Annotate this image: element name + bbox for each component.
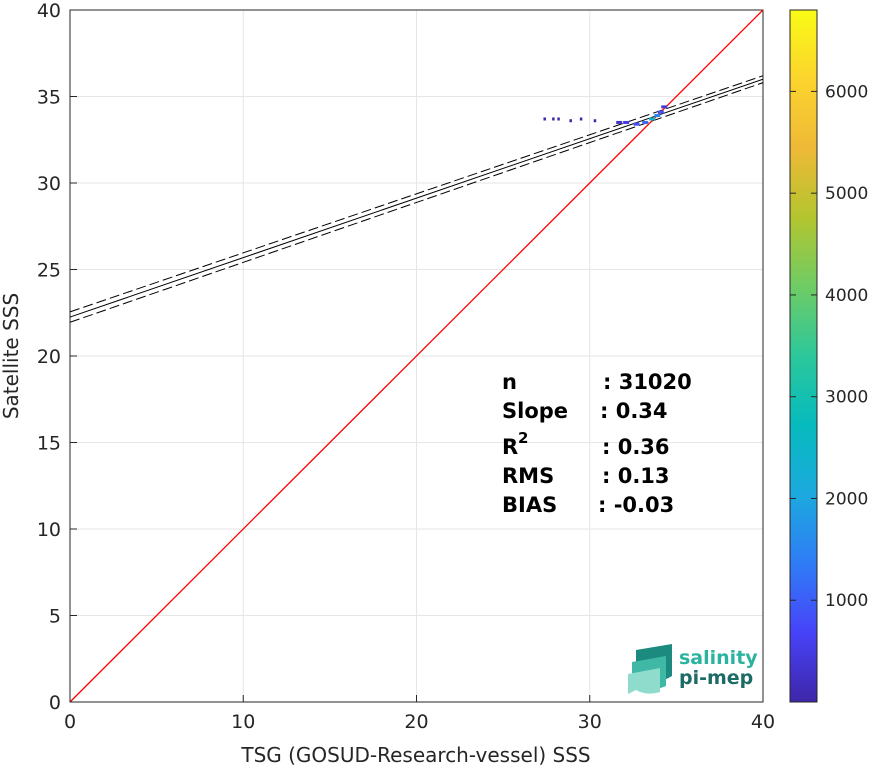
y-tick-label: 30 (37, 173, 61, 195)
stat-bias-value: : -0.03 (598, 493, 674, 517)
density-point (657, 110, 664, 114)
x-tick-label: 20 (404, 711, 428, 733)
statistics-box: n : 31020 Slope : 0.34 R 2 : 0.36 RMS : … (502, 370, 692, 517)
y-ticks: 0 5 10 15 20 25 30 35 40 (37, 0, 77, 714)
density-point (623, 120, 630, 124)
colorbar-gradient (789, 9, 818, 703)
stat-n-value: : 31020 (603, 370, 692, 394)
density-point (579, 117, 583, 121)
y-tick-label: 35 (37, 87, 61, 109)
x-tick-label: 30 (578, 711, 602, 733)
density-point (661, 105, 668, 109)
salinity-pi-mep-logo: salinity pi-mep (628, 644, 758, 694)
y-tick-label: 0 (49, 692, 61, 714)
stat-r2-value: : 0.36 (602, 435, 670, 459)
colorbar-tick-label: 1000 (825, 591, 868, 611)
x-axis-title: TSG (GOSUD-Research-vessel) SSS (240, 743, 590, 767)
logo-text-salinity: salinity (679, 647, 758, 669)
x-ticks: 0 10 20 30 40 (64, 695, 775, 733)
colorbar-tick-label: 2000 (825, 489, 868, 509)
y-tick-label: 25 (37, 260, 61, 282)
density-points (543, 105, 668, 126)
identity-line-segment (69, 9, 764, 703)
colorbar-tick-label: 5000 (825, 184, 868, 204)
colorbar-tick-label: 3000 (825, 388, 868, 408)
y-axis-title: Satellite SSS (0, 293, 23, 419)
y-tick-label: 5 (49, 606, 61, 628)
colorbar-tick-label: 6000 (825, 82, 868, 102)
density-point (593, 119, 597, 123)
density-point (642, 120, 649, 124)
density-point (654, 114, 661, 118)
stat-rms-label: RMS (502, 464, 554, 488)
stat-rms-value: : 0.13 (602, 464, 670, 488)
regression-upper-bound (69, 75, 764, 313)
logo-wave-front (628, 668, 660, 694)
colorbar-tick-label: 4000 (825, 286, 868, 306)
density-point (633, 122, 640, 126)
stat-slope-label: Slope (502, 399, 568, 423)
stat-r2-label: R (502, 435, 518, 459)
density-point (557, 117, 560, 121)
identity-line (69, 9, 764, 703)
y-tick-label: 15 (37, 433, 61, 455)
density-point (649, 117, 656, 121)
y-tick-label: 10 (37, 519, 61, 541)
y-tick-label: 40 (37, 0, 61, 22)
colorbar-ticks: 1000 2000 3000 4000 5000 6000 (790, 82, 868, 611)
stat-slope-value: : 0.34 (600, 399, 668, 423)
stat-bias-label: BIAS (502, 493, 557, 517)
x-tick-label: 0 (64, 711, 76, 733)
colorbar: 1000 2000 3000 4000 5000 6000 (789, 9, 868, 703)
stat-n-label: n (502, 370, 517, 394)
density-point (552, 117, 555, 121)
logo-text-pi-mep: pi-mep (679, 667, 753, 689)
density-point (616, 120, 623, 124)
x-tick-label: 10 (231, 711, 255, 733)
regression-fit-line (69, 78, 764, 318)
stat-r2-superscript: 2 (518, 429, 528, 447)
density-point (569, 119, 572, 123)
y-tick-label: 20 (37, 346, 61, 368)
density-point (543, 117, 546, 121)
x-tick-label: 40 (751, 711, 775, 733)
